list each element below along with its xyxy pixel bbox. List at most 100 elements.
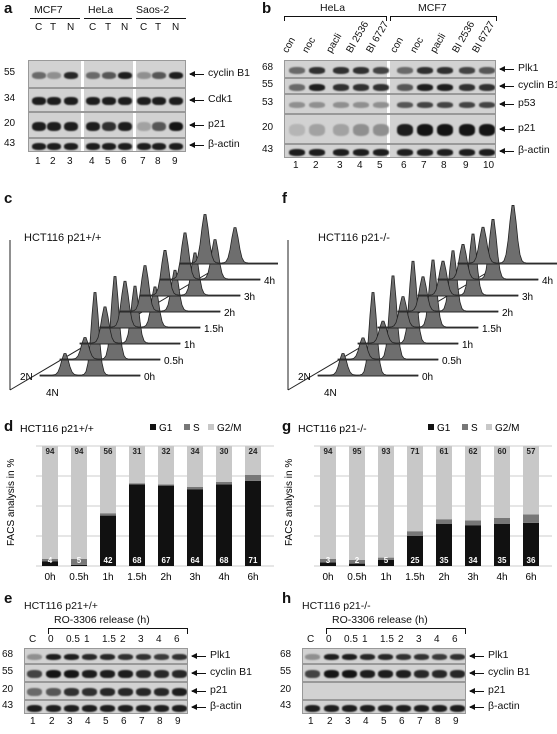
lane-number: 4 (363, 716, 369, 727)
lane-number: 4 (357, 160, 363, 171)
protein-band (417, 66, 433, 74)
mw-marker: 43 (280, 700, 292, 711)
protein-name: β-actin (210, 700, 242, 712)
facs-histogram (457, 205, 557, 265)
blot-strip (284, 60, 496, 78)
bar-segment (100, 446, 116, 514)
time-label: 2h (224, 308, 235, 319)
protein-band (437, 83, 453, 91)
protein-band (47, 97, 61, 105)
timepoint-label: 2 (120, 634, 126, 645)
lane-number: 7 (140, 156, 146, 167)
protein-band (289, 148, 305, 156)
x-tick-label: 0h (44, 572, 55, 583)
protein-band (137, 142, 151, 150)
blot-strip (28, 88, 186, 112)
protein-band (99, 670, 115, 678)
condition-label: con (388, 35, 407, 55)
protein-band (309, 124, 325, 136)
bar-segment (216, 446, 232, 482)
protein-band (135, 688, 151, 696)
g2m-value-label: 30 (220, 447, 229, 456)
protein-band (353, 124, 369, 136)
bar-segment (129, 484, 145, 566)
lane-number: 2 (327, 716, 333, 727)
timepoint-label: 0.5 (344, 634, 358, 645)
timepoint-label: 6 (174, 634, 180, 645)
g1-value-label: 4 (48, 556, 53, 565)
time-label: 3h (244, 292, 255, 303)
legend-swatch (462, 424, 468, 430)
bar-segment (378, 560, 394, 566)
x-tick-label: 1.5h (127, 572, 146, 583)
protein-name: Plk1 (488, 649, 509, 661)
protein-band (373, 148, 389, 156)
protein-band (26, 704, 42, 712)
bar-segment (407, 446, 423, 532)
protein-band (102, 121, 116, 131)
g2m-value-label: 57 (527, 447, 536, 456)
mw-marker: 53 (262, 97, 274, 108)
protein-band (459, 83, 475, 91)
x-tick-label: 3h (189, 572, 200, 583)
protein-band (64, 71, 78, 79)
legend-swatch (184, 424, 190, 430)
g2m-value-label: 95 (353, 447, 362, 456)
mw-marker: 55 (4, 67, 16, 78)
protein-band (377, 654, 393, 660)
protein-band (413, 704, 429, 712)
arrow-head (189, 142, 195, 148)
lane-number: 8 (157, 716, 163, 727)
protein-name: Plk1 (518, 62, 539, 74)
facs-histogram (317, 292, 419, 377)
y-axis-label: FACS analysis in % (284, 459, 295, 546)
facs-histogram (39, 292, 141, 377)
arrow-head (499, 66, 505, 72)
bar-segment (42, 558, 58, 562)
arrow-head (469, 688, 475, 694)
protein-band (304, 654, 320, 660)
protein-band (45, 704, 61, 712)
panel-f-label: f (282, 190, 287, 207)
blot-strip (28, 112, 186, 138)
arrow-line (192, 691, 206, 692)
arrow-line (192, 707, 206, 708)
bar-segment (320, 558, 336, 563)
time-label: 2h (502, 308, 513, 319)
arrow-line (190, 74, 204, 75)
protein-band (86, 71, 100, 79)
protein-band (479, 124, 495, 136)
protein-band (373, 83, 389, 91)
protein-band (373, 102, 389, 108)
g2m-value-label: 32 (162, 447, 171, 456)
bar-segment (129, 483, 145, 485)
y-axis-label: FACS analysis in % (6, 459, 17, 546)
mw-marker: 20 (2, 684, 14, 695)
protein-band (152, 97, 166, 105)
blot-strip (24, 664, 188, 682)
chart-title: HCT116 p21+/+ (20, 423, 94, 435)
time-label: 1h (462, 340, 473, 351)
protein-name: p21 (518, 122, 536, 134)
protein-band (417, 83, 433, 91)
g2m-value-label: 94 (324, 447, 333, 456)
protein-band (169, 71, 183, 79)
protein-band (152, 142, 166, 150)
protein-band (333, 148, 349, 156)
protein-band (341, 704, 357, 712)
lane-number: 10 (483, 160, 495, 171)
bar-segment (320, 446, 336, 559)
blot-strip (24, 682, 188, 700)
time-label: 0.5h (164, 356, 183, 367)
protein-band (169, 121, 183, 131)
protein-band (359, 654, 375, 660)
bar-segment (523, 514, 539, 523)
g1-value-label: 35 (498, 556, 507, 565)
lane-number: 9 (175, 716, 181, 727)
lane-number: 4 (89, 156, 95, 167)
condition-label: noc (408, 35, 427, 55)
protein-band (118, 121, 132, 131)
protein-band (459, 148, 475, 156)
lane-number: 7 (417, 716, 423, 727)
x-tick-label: 0.5h (347, 572, 366, 583)
